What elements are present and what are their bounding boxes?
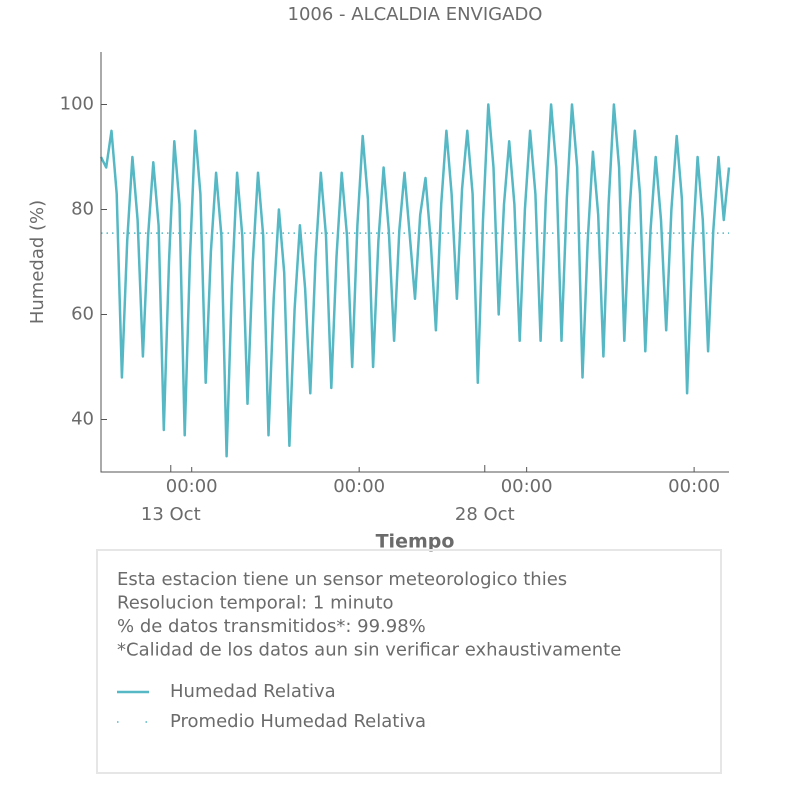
axis-spine: [100, 52, 729, 473]
info-line: Resolucion temporal: 1 minuto: [117, 593, 394, 614]
info-line: Esta estacion tiene un sensor meteorolog…: [117, 569, 567, 590]
x-major-tick-label: 13 Oct: [141, 504, 201, 525]
legend-label: Promedio Humedad Relativa: [170, 711, 426, 732]
chart-title: 1006 - ALCALDIA ENVIGADO: [288, 4, 543, 25]
y-tick-label: 80: [71, 199, 94, 220]
y-tick-label: 100: [60, 94, 94, 115]
y-tick-label: 40: [71, 409, 94, 430]
legend-label: Humedad Relativa: [170, 681, 336, 702]
info-line: *Calidad de los datos aun sin verificar …: [117, 640, 621, 661]
y-axis-label: Humedad (%): [27, 200, 48, 324]
x-tick-label: 00:00: [668, 476, 720, 497]
x-major-tick-label: 28 Oct: [455, 504, 515, 525]
y-tick-label: 60: [71, 304, 94, 325]
series-line: [99, 103, 731, 458]
info-line: % de datos transmitidos*: 99.98%: [117, 616, 426, 637]
x-axis-label: Tiempo: [376, 531, 455, 553]
x-tick-label: 00:00: [166, 476, 218, 497]
info-box: [96, 549, 722, 774]
x-tick-label: 00:00: [333, 476, 385, 497]
x-tick-label: 00:00: [501, 476, 553, 497]
